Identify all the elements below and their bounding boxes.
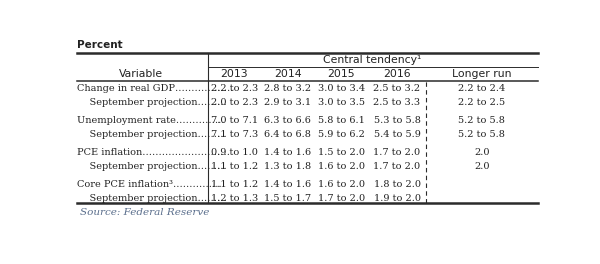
Text: Percent: Percent	[77, 40, 123, 50]
Text: 1.3 to 1.8: 1.3 to 1.8	[264, 162, 311, 171]
Text: Source: Federal Reserve: Source: Federal Reserve	[80, 208, 209, 217]
Text: 2.0 to 2.3: 2.0 to 2.3	[211, 98, 258, 107]
Text: 1.7 to 2.0: 1.7 to 2.0	[373, 162, 421, 171]
Text: 1.4 to 1.6: 1.4 to 1.6	[264, 148, 311, 157]
Text: 5.3 to 5.8: 5.3 to 5.8	[374, 116, 421, 125]
Text: 2.2 to 2.3: 2.2 to 2.3	[211, 84, 258, 93]
Text: September projection………: September projection………	[77, 130, 227, 139]
Text: 1.1 to 1.2: 1.1 to 1.2	[211, 180, 258, 189]
Text: Variable: Variable	[119, 69, 163, 79]
Text: 6.4 to 6.8: 6.4 to 6.8	[265, 130, 311, 139]
Text: 2.8 to 3.2: 2.8 to 3.2	[264, 84, 311, 93]
Text: 2.0: 2.0	[474, 148, 490, 157]
Text: Change in real GDP………………: Change in real GDP………………	[77, 84, 234, 93]
Text: 1.1 to 1.2: 1.1 to 1.2	[211, 162, 258, 171]
Text: PCE inflation………………………: PCE inflation………………………	[77, 148, 230, 157]
Text: 1.4 to 1.6: 1.4 to 1.6	[264, 180, 311, 189]
Text: 2.2 to 2.5: 2.2 to 2.5	[458, 98, 505, 107]
Text: 5.4 to 5.9: 5.4 to 5.9	[374, 130, 421, 139]
Text: 2.2 to 2.4: 2.2 to 2.4	[458, 84, 505, 93]
Text: 1.5 to 1.7: 1.5 to 1.7	[264, 194, 311, 203]
Text: 1.7 to 2.0: 1.7 to 2.0	[317, 194, 365, 203]
Text: 2015: 2015	[328, 69, 355, 79]
Text: 2016: 2016	[383, 69, 411, 79]
Text: Core PCE inflation³……………: Core PCE inflation³……………	[77, 180, 222, 189]
Text: Longer run: Longer run	[452, 69, 512, 79]
Text: 5.8 to 6.1: 5.8 to 6.1	[318, 116, 365, 125]
Text: 7.1 to 7.3: 7.1 to 7.3	[211, 130, 258, 139]
Text: 3.0 to 3.4: 3.0 to 3.4	[317, 84, 365, 93]
Text: 3.0 to 3.5: 3.0 to 3.5	[318, 98, 365, 107]
Text: 2.5 to 3.3: 2.5 to 3.3	[373, 98, 421, 107]
Text: 1.7 to 2.0: 1.7 to 2.0	[373, 148, 421, 157]
Text: 2014: 2014	[274, 69, 302, 79]
Text: 1.6 to 2.0: 1.6 to 2.0	[318, 180, 365, 189]
Text: September projection………: September projection………	[77, 98, 227, 107]
Text: September projection………: September projection………	[77, 194, 227, 203]
Text: 2.0: 2.0	[474, 162, 490, 171]
Text: Central tendency¹: Central tendency¹	[323, 55, 422, 65]
Text: 1.5 to 2.0: 1.5 to 2.0	[318, 148, 365, 157]
Text: Unemployment rate……………: Unemployment rate……………	[77, 116, 225, 125]
Text: 1.9 to 2.0: 1.9 to 2.0	[374, 194, 421, 203]
Text: 6.3 to 6.6: 6.3 to 6.6	[265, 116, 311, 125]
Text: 1.8 to 2.0: 1.8 to 2.0	[374, 180, 421, 189]
Text: 1.6 to 2.0: 1.6 to 2.0	[318, 162, 365, 171]
Text: 5.2 to 5.8: 5.2 to 5.8	[458, 130, 505, 139]
Text: September projection………: September projection………	[77, 162, 227, 171]
Text: 0.9 to 1.0: 0.9 to 1.0	[211, 148, 258, 157]
Text: 2013: 2013	[220, 69, 248, 79]
Text: 2.9 to 3.1: 2.9 to 3.1	[264, 98, 311, 107]
Text: 5.2 to 5.8: 5.2 to 5.8	[458, 116, 505, 125]
Text: 1.2 to 1.3: 1.2 to 1.3	[211, 194, 258, 203]
Text: 5.9 to 6.2: 5.9 to 6.2	[318, 130, 365, 139]
Text: 2.5 to 3.2: 2.5 to 3.2	[373, 84, 421, 93]
Text: 7.0 to 7.1: 7.0 to 7.1	[211, 116, 258, 125]
